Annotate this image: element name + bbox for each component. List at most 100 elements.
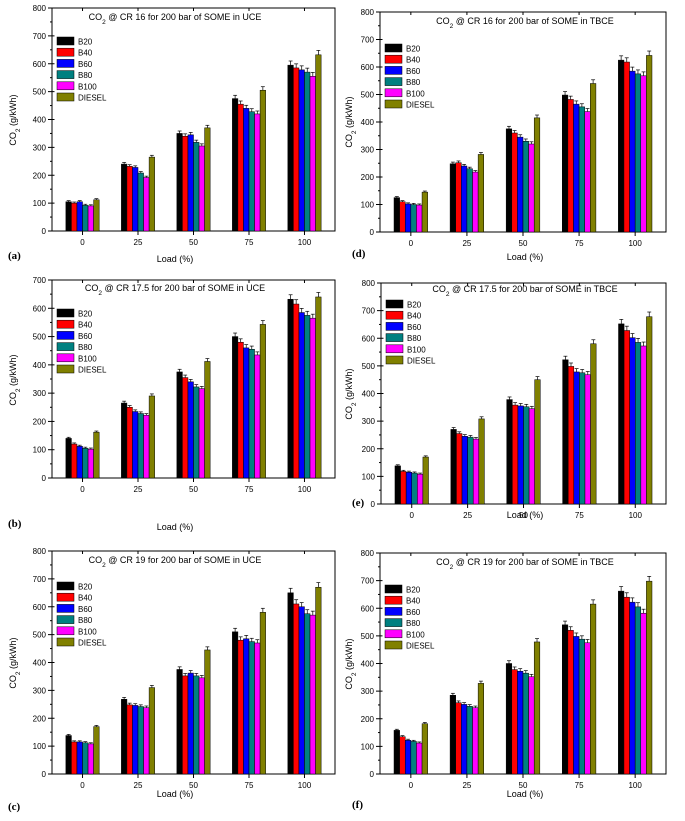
panel-f-bar-b100-50 [528,676,535,775]
panel-b-bar-b20-75 [232,336,239,479]
panel-e-legend-label-b80: B80 [407,334,422,343]
panel-d-xtick-label: 25 [462,239,471,248]
panel-d-bar-b60-50 [517,136,524,233]
panel-c-legend-swatch-b80 [56,615,75,624]
panel-c-bar-b40-25 [126,704,133,775]
panel-a-ytick-label: 200 [33,171,47,180]
panel-b-bar-b40-75 [237,341,244,479]
panel-b-ytick-label: 0 [42,474,47,483]
panel-d-bar-b20-100 [618,59,625,233]
panel-b-legend-swatch-b80 [56,342,75,351]
panel-f-xtick-label: 100 [628,781,642,790]
panel-b-xtick-label: 0 [80,485,85,494]
panel-d-bar-diesel-0 [421,191,428,233]
panel-d-bar-b80-100 [634,73,642,233]
panel-c-legend-swatch-b100 [56,626,75,636]
panel-f-legend-label-b60: B60 [406,608,421,617]
panel-a-legend-label-b40: B40 [78,49,93,58]
panel-a-legend-label-b60: B60 [78,60,93,69]
panel-a-legend-swatch-diesel [56,92,75,102]
panel-c-bar-b60-100 [298,606,305,775]
panel-d-xlabel: Load (%) [507,252,544,262]
panel-a-ytick-label: 500 [33,88,47,97]
panel-a-ytick-label: 600 [33,60,47,69]
panel-a-bar-diesel-0 [93,199,100,232]
panel-c-bar-b20-100 [287,592,294,775]
panel-d-legend-swatch-b40 [384,54,403,64]
panel-a-ytick-label: 100 [33,199,47,208]
panel-f-bar-b60-25 [461,704,468,775]
panel-d-legend-swatch-b80 [384,77,403,86]
panel-b-bar-b20-100 [287,298,294,479]
panel-a-bar-diesel-50 [204,127,211,232]
panel-c-ytick-label: 800 [33,547,47,556]
panel-f-bar-b20-0 [393,730,400,775]
panel-f-legend-swatch-b100 [384,629,403,639]
panel-c-bar-b40-0 [71,741,78,775]
panel-b-legend-swatch-b20 [56,308,75,318]
panel-e-legend-swatch-b40 [385,310,404,320]
panel-c-bar-diesel-75 [259,612,266,775]
panel-e-legend-swatch-diesel [385,355,404,365]
panel-f-ytick-label: 500 [361,632,375,641]
panel-b-legend-swatch-b100 [56,353,75,363]
panel-b-bar-b20-50 [176,371,183,479]
panel-d-legend-label-b60: B60 [406,67,421,76]
panel-d-bar-b100-0 [416,204,423,233]
panel-b-ytick-label: 600 [33,304,47,313]
panel-d-bar-b40-75 [567,99,574,233]
panel-c-bar-diesel-25 [148,687,155,775]
panel-a-bar-b100-75 [254,113,261,232]
panel-c-legend-swatch-diesel [56,637,75,647]
panel-f-bar-b60-50 [517,670,524,775]
panel-d-bar-b60-0 [404,203,412,233]
panel-d-title: CO2 @ CR 16 for 200 bar of SOME in TBCE [436,16,614,30]
panel-a-bar-diesel-75 [259,89,266,232]
panel-b-bar-b60-0 [76,446,83,479]
panel-c-legend-label-b100: B100 [78,627,97,636]
panel-b-bar-b40-0 [71,443,78,479]
panel-b-bar-b20-25 [121,402,128,479]
panel-a-bar-b60-50 [187,134,194,232]
panel-e-bar-diesel-0 [422,456,429,505]
panel-e-bar-b20-100 [618,323,625,505]
panel-e-bar-b20-50 [506,399,513,505]
panel-c-label: (c) [8,801,21,813]
panel-f-bar-b40-100 [623,596,630,775]
panel-b-ylabel: CO2 (g/kWh) [8,354,22,405]
panel-b-label: (b) [8,518,22,530]
panel-b-bar-diesel-25 [148,395,155,479]
panel-a-xtick-label: 0 [80,238,85,247]
panel-c-legend-label-b60: B60 [78,605,93,614]
panel-f-legend-swatch-b60 [384,607,403,616]
panel-d-label: (d) [352,248,366,260]
panel-d-bar-b60-75 [573,103,580,233]
panel-e-bar-b100-0 [417,473,424,505]
panel-e-legend-swatch-b60 [385,322,404,331]
panel-e-xtick-label: 0 [410,511,415,520]
panel-b-bar-b100-25 [143,414,150,479]
panel-c-bar-b80-75 [248,641,255,775]
panel-b-legend-swatch-diesel [56,364,75,374]
panel-d-ytick-label: 400 [361,118,375,127]
panel-b-bar-b80-25 [137,413,144,479]
panel-c-bar-b100-100 [309,614,316,775]
panel-d-bar-b80-50 [522,141,529,233]
panel-f-bar-b60-100 [629,601,636,775]
panel-d-bar-diesel-25 [477,154,484,233]
panel-e-legend-swatch-b100 [385,344,404,354]
panel-b-bar-diesel-100 [315,296,322,479]
panel-d-legend-swatch-diesel [384,99,403,109]
panel-e-bar-b60-25 [461,436,468,505]
panel-d-legend-label-b80: B80 [406,78,421,87]
panel-a-bar-b60-25 [132,167,139,232]
panel-d-bar-diesel-100 [646,55,653,233]
panel-a-ytick-label: 300 [33,143,47,152]
panel-a-bar-b20-75 [232,98,239,232]
panel-a-bar-diesel-100 [315,54,322,232]
panel-d-bar-b60-25 [461,165,468,233]
panel-a-bar-b20-25 [121,163,128,232]
panel-f-ytick-label: 0 [370,770,375,779]
panel-f-xtick-label: 50 [519,781,528,790]
panel-e-ytick-label: 100 [362,472,376,481]
